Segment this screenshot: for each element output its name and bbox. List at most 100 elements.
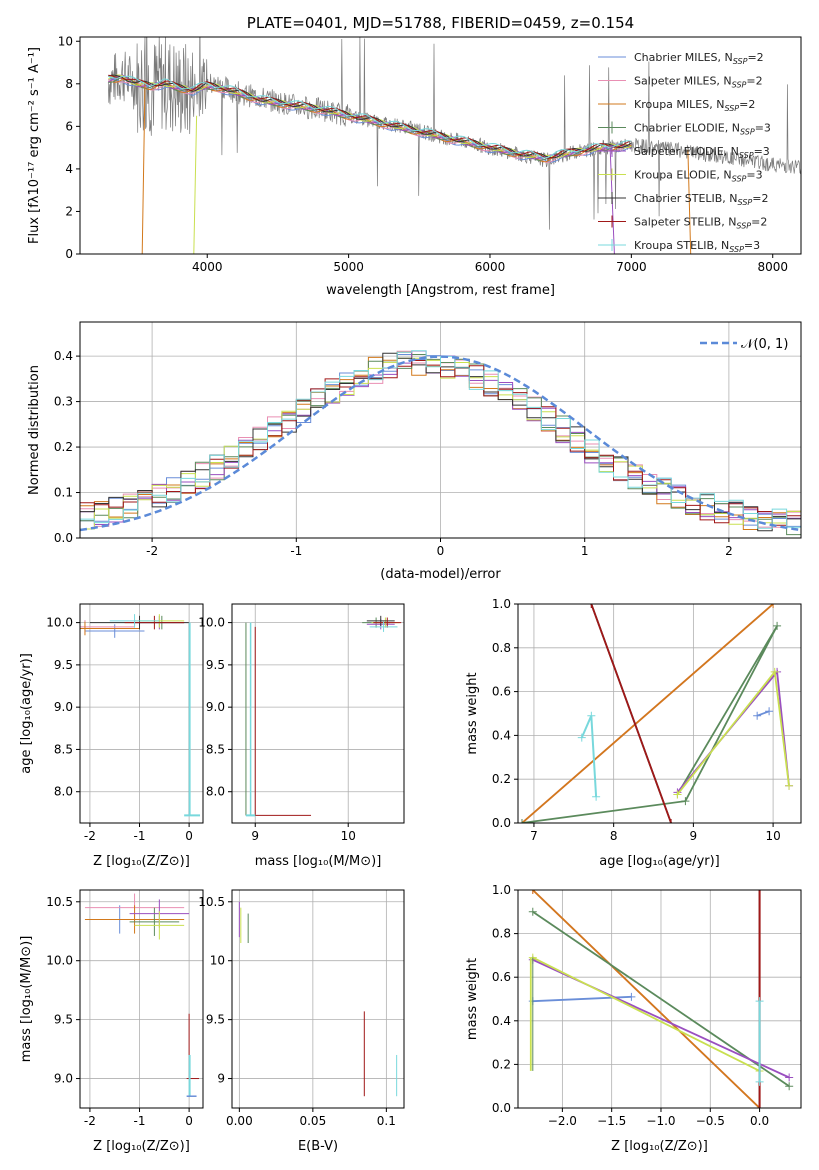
axes-frame xyxy=(79,603,204,824)
y-tick-label: 2 xyxy=(65,204,73,218)
model-spectrum xyxy=(108,74,632,159)
y-tick-label: 9.0 xyxy=(54,700,73,714)
weight-marker xyxy=(769,604,778,608)
y-tick-label: 4 xyxy=(65,162,73,176)
y-axis-label: mass [log₁₀(M/M⊙)] xyxy=(19,936,34,1063)
x-axis-label: mass [log₁₀(M/M⊙)] xyxy=(255,854,382,869)
weight-marker xyxy=(755,1104,764,1108)
y-tick-label: 0.0 xyxy=(492,1101,511,1115)
plot-area xyxy=(80,890,203,1108)
x-tick-label: -1 xyxy=(290,544,302,558)
y-tick-label: 10.0 xyxy=(46,616,73,630)
x-tick-label: -2 xyxy=(84,1114,96,1128)
x-tick-label: -1 xyxy=(134,1114,146,1128)
x-tick-label: 0 xyxy=(437,544,445,558)
axes-frame xyxy=(517,889,802,1109)
axes-frame xyxy=(79,321,802,539)
y-tick-label: 0.2 xyxy=(492,1057,511,1071)
gaussian-curve xyxy=(80,355,801,532)
model-spectrum xyxy=(108,75,632,159)
legend-text: Salpeter ELODIE, N xyxy=(634,145,739,158)
weight-marker xyxy=(592,792,601,801)
weight-marker xyxy=(785,781,794,790)
error-bar xyxy=(373,617,402,628)
x-tick-label: 9 xyxy=(690,829,698,843)
y-tick-label: 0.2 xyxy=(54,440,73,454)
weight-marker xyxy=(528,890,537,894)
y-tick-label: 9 xyxy=(217,1072,225,1086)
panel-mass-vs-EBV: 0.00 0.05 0.1 9 9.5 10 10.5 E(B-V) xyxy=(198,889,405,1154)
weight-line xyxy=(590,604,672,823)
x-axis-label: E(B-V) xyxy=(298,1139,338,1154)
y-tick-label: 10 xyxy=(210,954,225,968)
plot-area xyxy=(232,604,404,823)
y-tick-label: 10.5 xyxy=(198,895,225,909)
x-axis-label: (data-model)/error xyxy=(380,567,501,582)
error-bar xyxy=(109,614,160,628)
y-tick-label: 9.5 xyxy=(54,1013,73,1027)
x-axis-label: Z [log₁₀(Z/Z⊙)] xyxy=(93,854,190,869)
error-bar xyxy=(129,907,180,936)
x-tick-label: 8 xyxy=(610,829,618,843)
y-tick-label: 9.5 xyxy=(206,658,225,672)
weight-marker xyxy=(528,907,537,916)
weight-line xyxy=(532,956,761,1072)
axes-frame xyxy=(231,889,405,1109)
x-tick-label: 7000 xyxy=(616,260,647,274)
legend-label: Salpeter STELIB, NSSP=2 xyxy=(634,216,767,231)
chart-title: PLATE=0401, MJD=51788, FIBERID=0459, z=0… xyxy=(247,14,634,32)
axes-frame xyxy=(79,889,204,1109)
weight-marker xyxy=(765,707,774,716)
legend-sub: SSP xyxy=(733,57,748,66)
model-edge xyxy=(193,115,198,254)
x-tick-label: 9 xyxy=(251,829,259,843)
x-axis-label: wavelength [Angstrom, rest frame] xyxy=(326,283,555,298)
legend-tail: =2 xyxy=(739,98,755,111)
y-tick-label: 8.5 xyxy=(54,742,73,756)
y-tick-label: 0.1 xyxy=(54,486,73,500)
x-tick-label: 5000 xyxy=(333,260,364,274)
y-tick-label: 1.0 xyxy=(492,597,511,611)
error-bar xyxy=(124,615,185,630)
weight-marker xyxy=(755,1077,764,1086)
legend-tail: =2 xyxy=(751,216,767,229)
y-axis-label: Normed distribution xyxy=(27,365,42,495)
x-tick-label: -1 xyxy=(134,829,146,843)
x-tick-label: 0.00 xyxy=(226,1114,253,1128)
x-tick-label: 0.1 xyxy=(377,1114,396,1128)
x-tick-label: 4000 xyxy=(192,260,223,274)
y-tick-label: 10.0 xyxy=(46,954,73,968)
y-tick-label: 0.0 xyxy=(54,531,73,545)
panel-weight-vs-age: 7 8 9 10 0.0 0.2 0.4 0.6 0.8 1.0 age [log₁₀(age/yr… xyxy=(465,597,802,869)
panel-weight-vs-Z: −2.0 −1.5 −1.0 −0.5 0.0 0.0 0.2 0.4 0.6 0.8 1.0 Z [… xyxy=(465,883,802,1154)
x-tick-label: −1.0 xyxy=(646,1114,675,1128)
weight-marker xyxy=(753,711,762,720)
legend-text: Chabrier STELIB, N xyxy=(634,192,738,205)
x-tick-label: −1.5 xyxy=(597,1114,626,1128)
plot-area xyxy=(518,890,801,1108)
y-tick-label: 0.6 xyxy=(492,970,511,984)
legend-text: Chabrier ELODIE, N xyxy=(634,122,740,135)
panel-mass-vs-Z: -2 -1 0 9.0 9.5 10.0 10.5 Z [log₁₀(Z/Z⊙)] mass [… xyxy=(19,889,204,1154)
y-tick-label: 9.0 xyxy=(54,1072,73,1086)
weight-line xyxy=(521,625,778,823)
legend-sub: SSP xyxy=(736,222,751,231)
y-tick-label: 10 xyxy=(58,34,73,48)
y-axis-label: mass weight xyxy=(465,958,480,1040)
error-bar xyxy=(134,911,185,940)
x-tick-label: 6000 xyxy=(475,260,506,274)
y-tick-label: 0.0 xyxy=(492,816,511,830)
x-tick-label: −2.0 xyxy=(548,1114,577,1128)
x-tick-label: −0.5 xyxy=(696,1114,725,1128)
x-tick-label: 2 xyxy=(725,544,733,558)
plot-area xyxy=(80,322,801,538)
y-tick-label: 8.0 xyxy=(54,785,73,799)
legend-tail: =2 xyxy=(746,75,762,88)
axes-frame xyxy=(231,603,405,824)
legend-label: 𝒩(0, 1) xyxy=(741,337,788,352)
error-bar xyxy=(366,615,395,626)
error-bar xyxy=(80,621,140,636)
legend-sub: SSP xyxy=(724,104,739,113)
error-bar xyxy=(84,624,145,638)
y-tick-label: 8.5 xyxy=(206,742,225,756)
